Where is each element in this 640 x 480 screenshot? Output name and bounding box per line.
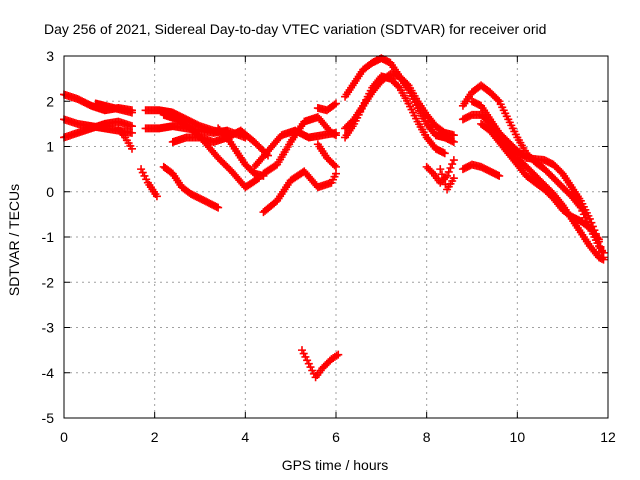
y-tick-label: -2 bbox=[42, 274, 55, 290]
series-arc-14 bbox=[259, 113, 340, 178]
data-point bbox=[449, 174, 458, 183]
x-tick-label: 10 bbox=[510, 429, 526, 445]
y-tick-label: 3 bbox=[46, 48, 54, 64]
data-point bbox=[436, 165, 445, 174]
series-arc-16 bbox=[313, 99, 340, 115]
x-tick-label: 8 bbox=[423, 429, 431, 445]
series-arc-25 bbox=[458, 81, 608, 257]
data-point bbox=[128, 108, 136, 117]
data-point bbox=[437, 170, 446, 179]
x-tick-label: 12 bbox=[600, 429, 616, 445]
x-tick-label: 2 bbox=[151, 429, 159, 445]
data-point bbox=[128, 122, 136, 131]
data-point bbox=[332, 99, 340, 108]
series-arc-9 bbox=[159, 162, 223, 212]
data-point bbox=[330, 161, 339, 170]
y-tick-label: -3 bbox=[42, 320, 55, 336]
data-point bbox=[128, 128, 136, 137]
data-point bbox=[585, 214, 594, 223]
series-arc-3 bbox=[60, 117, 136, 142]
data-point bbox=[444, 167, 453, 176]
series-arc-28 bbox=[477, 119, 603, 244]
data-point bbox=[493, 95, 502, 104]
x-tick-label: 4 bbox=[241, 429, 249, 445]
x-axis-label: GPS time / hours bbox=[282, 457, 389, 473]
series-arc-4 bbox=[91, 99, 136, 117]
y-tick-label: 0 bbox=[46, 184, 54, 200]
data-point bbox=[128, 144, 136, 153]
data-point bbox=[449, 137, 458, 146]
data-point bbox=[332, 169, 340, 178]
data-point bbox=[403, 79, 412, 88]
data-point bbox=[594, 235, 603, 244]
y-tick-label: -5 bbox=[42, 410, 55, 426]
data-point bbox=[393, 82, 402, 91]
chart-title: Day 256 of 2021, Sidereal Day-to-day VTE… bbox=[44, 21, 546, 37]
series-arc-6 bbox=[137, 165, 161, 201]
y-tick-label: 2 bbox=[46, 93, 54, 109]
data-point bbox=[449, 131, 458, 140]
data-point bbox=[599, 255, 608, 264]
data-point bbox=[596, 242, 605, 251]
data-point bbox=[449, 156, 458, 165]
x-tick-label: 0 bbox=[60, 429, 68, 445]
y-axis-label: SDTVAR / TECUs bbox=[6, 184, 22, 296]
data-point bbox=[446, 163, 455, 172]
series-arc-5 bbox=[114, 124, 136, 153]
series-arc-23 bbox=[436, 165, 458, 194]
series-arc-15 bbox=[259, 167, 340, 217]
data-point bbox=[332, 131, 340, 140]
data-point bbox=[332, 162, 340, 171]
series-arc-21 bbox=[341, 70, 458, 140]
data-point bbox=[597, 248, 606, 257]
x-tick-label: 6 bbox=[332, 429, 340, 445]
data-point bbox=[439, 175, 448, 184]
data-point bbox=[587, 218, 596, 227]
series-arc-18 bbox=[298, 346, 343, 382]
y-tick-label: -4 bbox=[42, 365, 55, 381]
data-marks bbox=[60, 54, 608, 382]
data-point bbox=[152, 192, 161, 201]
series-arc-12 bbox=[214, 124, 268, 180]
y-tick-label: 1 bbox=[46, 139, 54, 155]
data-point bbox=[332, 351, 341, 360]
data-point bbox=[440, 149, 449, 158]
data-point bbox=[330, 100, 339, 109]
data-point bbox=[495, 171, 504, 180]
y-tick-label: -1 bbox=[42, 229, 55, 245]
data-point bbox=[448, 160, 457, 169]
grid bbox=[64, 56, 608, 418]
series-arc-17 bbox=[313, 140, 340, 171]
series-arc-24 bbox=[458, 160, 504, 180]
data-point bbox=[334, 350, 343, 359]
data-point bbox=[214, 203, 223, 212]
